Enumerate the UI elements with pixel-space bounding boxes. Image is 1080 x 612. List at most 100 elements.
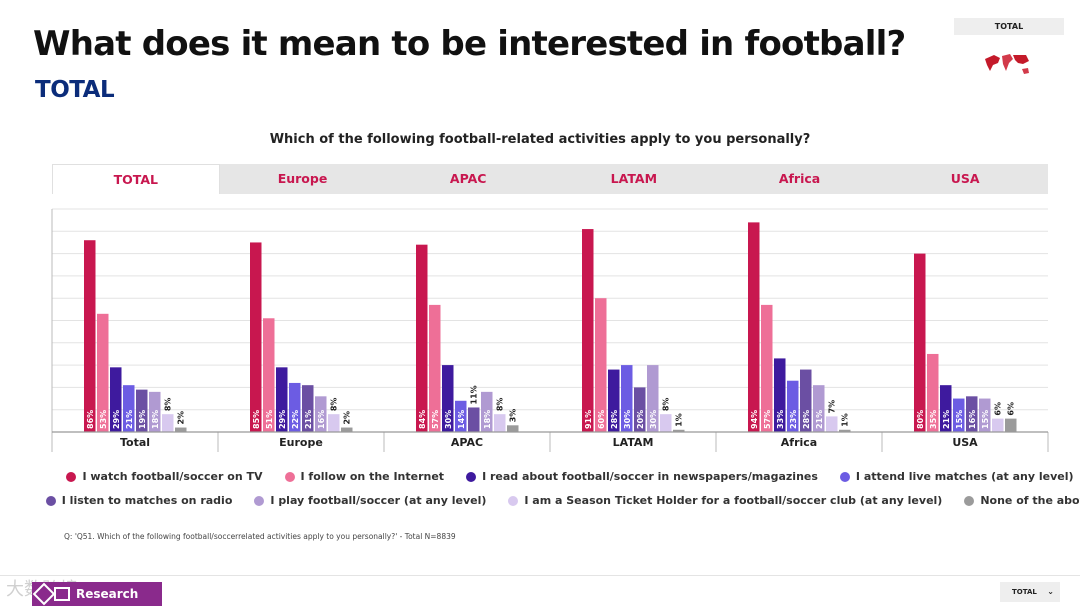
region-tabs: TOTAL Europe APAC LATAM Africa USA [52, 164, 1048, 194]
page-title: What does it mean to be interested in fo… [33, 24, 906, 64]
legend-label: I attend live matches (at any level) [855, 470, 1074, 483]
data-label: 1% [675, 413, 684, 427]
bar [341, 427, 353, 432]
world-map-icon [985, 54, 1029, 74]
data-label: 8% [330, 398, 339, 412]
data-label: 11% [470, 385, 479, 404]
bar [250, 242, 262, 432]
data-label: 23% [789, 410, 798, 429]
data-label: 2% [177, 411, 186, 425]
data-label: 3% [509, 409, 518, 423]
data-label: 8% [662, 398, 671, 412]
data-label: 84% [418, 410, 427, 429]
bar [608, 369, 620, 432]
data-label: 29% [278, 410, 287, 429]
data-label: 91% [584, 410, 593, 429]
bar [761, 304, 773, 432]
bar [289, 382, 301, 432]
tab-usa[interactable]: USA [950, 171, 980, 186]
data-label: 33% [776, 410, 785, 429]
data-label: 18% [151, 410, 160, 429]
bar [507, 425, 519, 432]
brand-logo: Research [32, 582, 162, 606]
bar [621, 365, 633, 432]
bar [595, 298, 607, 432]
bar [647, 365, 659, 432]
bar [940, 385, 952, 432]
bar [979, 398, 991, 432]
tab-apac[interactable]: APAC [449, 171, 487, 186]
corner-total-tag[interactable]: TOTAL [954, 18, 1064, 35]
tab-africa[interactable]: Africa [778, 171, 821, 186]
view-dropdown[interactable]: TOTAL ⌄ [1000, 582, 1060, 602]
legend-item: I follow on the Internet [284, 470, 444, 483]
data-label: 8% [164, 398, 173, 412]
bar [175, 427, 187, 432]
bar [826, 416, 838, 432]
legend-label: I play football/soccer (at any level) [270, 494, 487, 507]
data-label: 19% [138, 410, 147, 429]
data-label: 29% [112, 410, 121, 429]
tab-europe[interactable]: Europe [277, 171, 328, 186]
data-label: 57% [763, 410, 772, 429]
legend-swatch [839, 471, 850, 482]
bar [84, 240, 96, 432]
chevron-down-icon: ⌄ [1047, 587, 1054, 596]
x-tick-label: Total [120, 436, 150, 449]
tab-total[interactable]: TOTAL [52, 164, 220, 194]
bar [774, 358, 786, 432]
legend-item: I read about football/soccer in newspape… [466, 470, 818, 483]
logo-diamond-icon [32, 582, 56, 606]
legend-row: I listen to matches on radio I play foot… [45, 494, 1080, 507]
bar [315, 396, 327, 432]
bar [1005, 418, 1017, 432]
bar [136, 389, 148, 432]
bar [123, 385, 135, 432]
bar [634, 387, 646, 432]
data-label: 20% [636, 410, 645, 429]
legend-item: I watch football/soccer on TV [66, 470, 263, 483]
bar [673, 429, 685, 432]
legend-label: None of the above [980, 494, 1080, 507]
x-tick-label: USA [952, 436, 978, 449]
bar [429, 304, 441, 432]
data-label: 6% [994, 402, 1003, 416]
legend-swatch [254, 495, 265, 506]
legend-item: I listen to matches on radio [45, 494, 233, 507]
bar [276, 367, 288, 432]
page-subtitle: TOTAL [35, 77, 115, 103]
data-label: 28% [610, 410, 619, 429]
data-label: 60% [597, 410, 606, 429]
logo-text: Research [76, 587, 139, 601]
bar [992, 418, 1004, 432]
bar [660, 414, 672, 432]
x-tick-label: Europe [279, 436, 323, 449]
bar [468, 407, 480, 432]
bar [302, 385, 314, 432]
legend-item: None of the above [964, 494, 1080, 507]
bar [582, 229, 594, 432]
data-label: 21% [815, 410, 824, 429]
legend-swatch [66, 471, 77, 482]
data-label: 16% [317, 410, 326, 429]
bar [263, 318, 275, 432]
bar [494, 414, 506, 432]
data-label: 85% [252, 410, 261, 429]
data-label: 80% [916, 410, 925, 429]
tab-latam[interactable]: LATAM [610, 171, 658, 186]
bar [839, 429, 851, 432]
legend-item: I attend live matches (at any level) [839, 470, 1074, 483]
data-label: 14% [457, 410, 466, 429]
data-label: 53% [99, 410, 108, 429]
bar [455, 400, 467, 432]
bar [481, 391, 493, 432]
bar [813, 385, 825, 432]
legend-swatch [508, 495, 519, 506]
bar [97, 313, 109, 432]
dropdown-value: TOTAL [1012, 588, 1037, 596]
data-label: 7% [828, 400, 837, 414]
legend-label: I am a Season Ticket Holder for a footba… [524, 494, 943, 507]
legend-label: I listen to matches on radio [61, 494, 233, 507]
